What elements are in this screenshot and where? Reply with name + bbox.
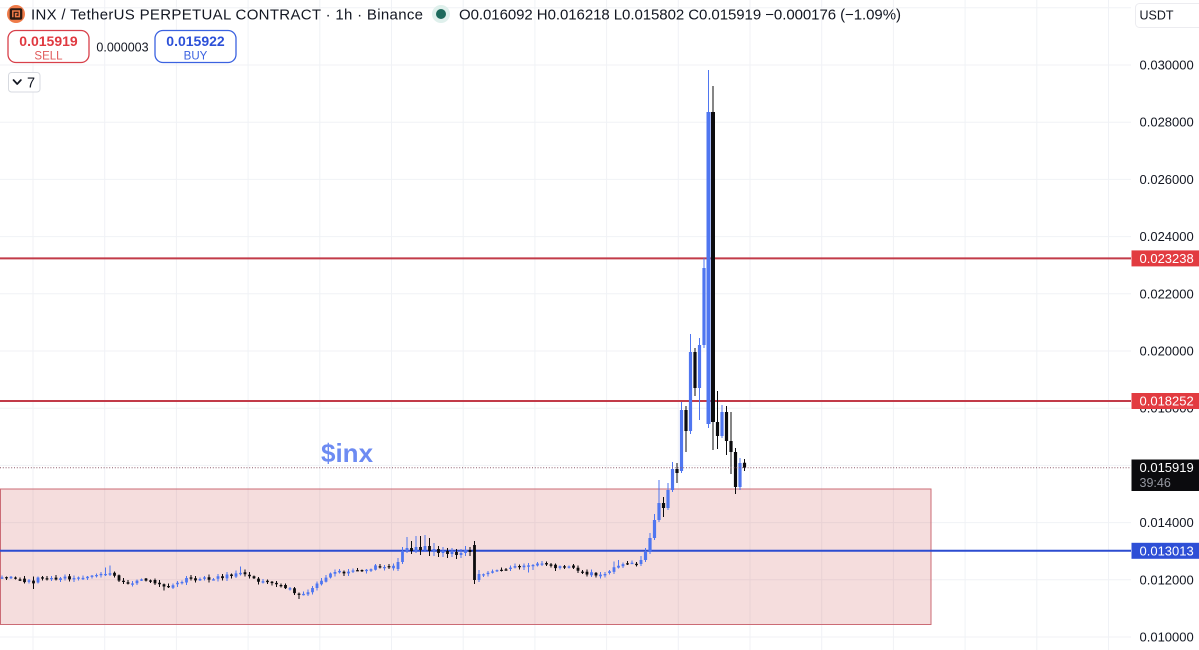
svg-text:0.015922: 0.015922 (166, 33, 225, 49)
svg-text:0.015919: 0.015919 (1140, 460, 1194, 475)
svg-text:USDT: USDT (1140, 9, 1174, 23)
svg-text:0.000003: 0.000003 (96, 41, 148, 55)
svg-text:0.030000: 0.030000 (1140, 58, 1194, 73)
svg-text:O0.016092 H0.016218 L0.015802: O0.016092 H0.016218 L0.015802 C0.015919 … (459, 7, 901, 24)
svg-text:0.015919: 0.015919 (19, 33, 78, 49)
svg-text:0.022000: 0.022000 (1140, 286, 1194, 301)
svg-text:0.020000: 0.020000 (1140, 344, 1194, 359)
svg-text:INX / TetherUS PERPETUAL CONTR: INX / TetherUS PERPETUAL CONTRACT · 1h ·… (31, 7, 423, 24)
svg-text:0.014000: 0.014000 (1140, 515, 1194, 530)
svg-text:0.024000: 0.024000 (1140, 229, 1194, 244)
svg-text:BUY: BUY (184, 51, 208, 63)
svg-text:0.012000: 0.012000 (1140, 572, 1194, 587)
svg-text:0.023238: 0.023238 (1140, 251, 1194, 266)
svg-text:0.028000: 0.028000 (1140, 115, 1194, 130)
svg-text:39:46: 39:46 (1140, 476, 1171, 490)
svg-text:0.026000: 0.026000 (1140, 172, 1194, 187)
svg-text:0.010000: 0.010000 (1140, 630, 1194, 645)
svg-text:SELL: SELL (34, 51, 63, 63)
svg-text:7: 7 (27, 76, 35, 92)
svg-text:0.018252: 0.018252 (1140, 394, 1194, 409)
svg-text:$inx: $inx (321, 438, 374, 468)
svg-text:0.013013: 0.013013 (1140, 543, 1194, 558)
